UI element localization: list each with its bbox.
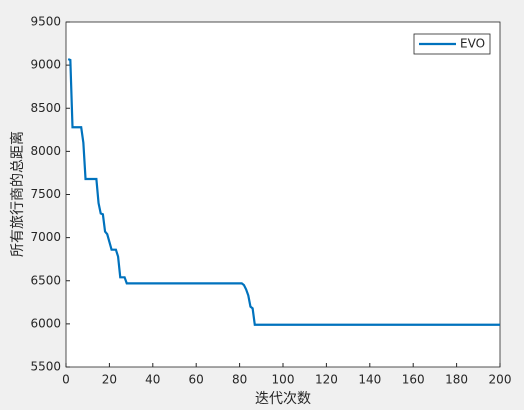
y-axis-title: 所有旅行商的总距离	[9, 131, 26, 257]
x-tick-label: 20	[102, 373, 117, 387]
y-tick-label: 9500	[30, 15, 61, 29]
y-tick-label: 5500	[30, 360, 61, 374]
y-tick-label: 8000	[30, 144, 61, 158]
x-tick-label: 180	[445, 373, 468, 387]
y-tick-label: 6000	[30, 316, 61, 330]
x-tick-label: 80	[232, 373, 247, 387]
x-tick-label: 140	[358, 373, 381, 387]
y-tick-label: 8500	[30, 101, 61, 115]
x-tick-label: 160	[402, 373, 425, 387]
x-axis-title: 迭代次数	[255, 391, 311, 407]
y-tick-label: 7500	[30, 187, 61, 201]
y-tick-label: 7000	[30, 230, 61, 244]
x-tick-label: 60	[189, 373, 204, 387]
x-tick-label: 0	[62, 373, 70, 387]
x-tick-label: 120	[315, 373, 338, 387]
x-tick-label: 100	[272, 373, 295, 387]
x-tick-label: 200	[489, 373, 512, 387]
y-tick-label: 9000	[30, 58, 61, 72]
x-tick-label: 40	[145, 373, 160, 387]
legend-label: EVO	[460, 37, 485, 51]
line	[67, 58, 500, 326]
plot-area	[65, 21, 501, 368]
y-tick-label: 6500	[30, 273, 61, 287]
